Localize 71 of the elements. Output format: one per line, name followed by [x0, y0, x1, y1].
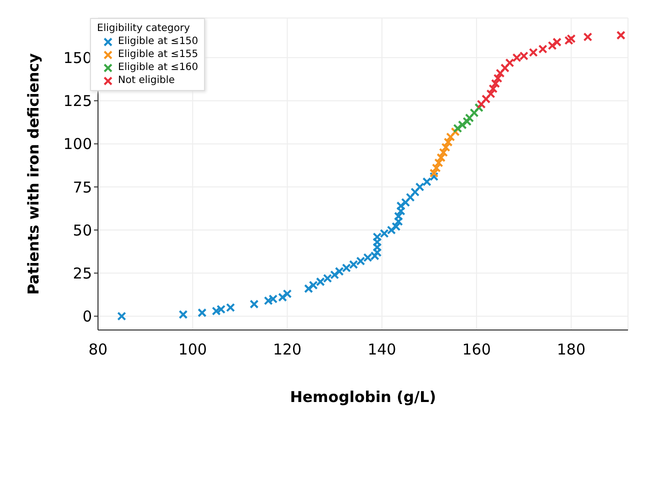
point: [422, 177, 432, 186]
legend-label: Eligible at ≤160: [118, 61, 198, 74]
point: [396, 201, 406, 210]
x-tick-label: 140: [368, 340, 396, 359]
x-tick-label: 100: [178, 340, 207, 359]
point: [406, 192, 415, 202]
point: [372, 242, 382, 252]
y-tick-label: 100: [63, 135, 92, 154]
y-axis-title: Patients with iron deficiency: [24, 52, 42, 295]
point: [372, 248, 382, 257]
point: [444, 138, 453, 147]
point: [434, 158, 444, 168]
point: [401, 198, 410, 207]
legend-label: Not eligible: [118, 74, 175, 87]
point: [392, 222, 401, 232]
point: [304, 284, 314, 294]
point: [446, 132, 456, 142]
point: [500, 63, 510, 72]
x-tick-label: 80: [88, 340, 108, 359]
point: [250, 300, 259, 309]
point: [462, 116, 472, 126]
point: [372, 238, 382, 247]
legend-label: Eligible at ≤150: [118, 35, 198, 48]
point: [493, 74, 502, 83]
point: [394, 212, 403, 221]
point: [538, 44, 548, 54]
point: [436, 153, 446, 162]
point: [438, 148, 448, 157]
point: [453, 124, 462, 133]
point: [394, 216, 403, 226]
point: [616, 30, 626, 40]
point: [396, 206, 406, 216]
point: [486, 89, 496, 98]
point: [282, 289, 292, 298]
point: [198, 308, 207, 318]
point: [432, 163, 441, 172]
point: [410, 188, 420, 197]
point: [178, 310, 188, 319]
point: [566, 34, 576, 44]
point: [491, 79, 500, 88]
point: [429, 168, 438, 178]
x-tick-label: 120: [272, 340, 302, 359]
point: [441, 142, 450, 152]
point: [496, 68, 505, 78]
point: [464, 113, 474, 122]
point: [415, 182, 424, 192]
point: [548, 41, 557, 50]
point: [583, 32, 592, 42]
legend-label: Eligible at ≤155: [118, 48, 198, 61]
point: [470, 108, 479, 118]
point: [429, 172, 438, 182]
y-tick-label: 0: [82, 308, 92, 326]
point: [458, 120, 467, 130]
point: [476, 100, 486, 109]
x-axis-title: Hemoglobin (g/L): [290, 388, 436, 406]
point: [528, 48, 538, 57]
y-tick-label: 75: [72, 178, 92, 196]
point: [117, 312, 126, 321]
point: [450, 127, 460, 136]
y-tick-label: 25: [72, 264, 92, 282]
point: [564, 36, 574, 45]
y-tick-label: 125: [63, 92, 92, 110]
point: [505, 58, 514, 68]
x-tick-label: 160: [462, 340, 491, 359]
y-tick-label: 50: [72, 221, 92, 240]
point: [552, 38, 562, 47]
legend-title: Eligibility category: [97, 22, 191, 35]
point: [482, 94, 491, 104]
point: [474, 103, 484, 112]
point: [488, 84, 498, 94]
x-tick-label: 180: [556, 340, 586, 359]
